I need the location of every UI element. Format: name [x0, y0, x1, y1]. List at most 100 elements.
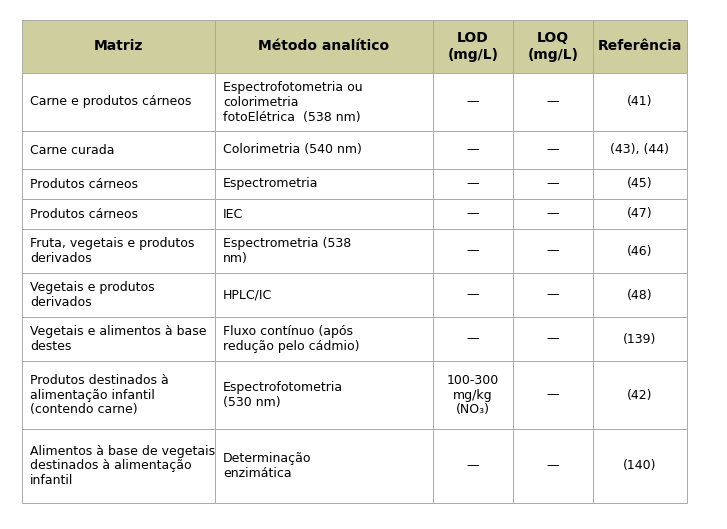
- Bar: [215, 199, 433, 229]
- Bar: [593, 131, 687, 169]
- Text: Carne curada: Carne curada: [30, 143, 114, 157]
- Text: Fluxo contínuo (após
redução pelo cádmio): Fluxo contínuo (após redução pelo cádmio…: [223, 325, 359, 353]
- Text: (42): (42): [627, 388, 653, 402]
- Text: Determinação
enzimática: Determinação enzimática: [223, 452, 311, 480]
- Text: Espectrometria (538
nm): Espectrometria (538 nm): [223, 237, 351, 265]
- Bar: [513, 20, 593, 73]
- Text: —: —: [547, 178, 559, 190]
- Text: (46): (46): [627, 244, 653, 258]
- Text: (45): (45): [627, 178, 653, 190]
- Text: —: —: [467, 178, 479, 190]
- Bar: [513, 229, 593, 273]
- Text: HPLC/IC: HPLC/IC: [223, 288, 272, 302]
- Text: —: —: [547, 96, 559, 108]
- Text: Matriz: Matriz: [94, 40, 143, 53]
- Text: 100-300
mg/kg
(NO₃): 100-300 mg/kg (NO₃): [447, 373, 499, 416]
- Bar: [22, 131, 215, 169]
- Text: —: —: [467, 96, 479, 108]
- Bar: [22, 20, 215, 73]
- Bar: [215, 429, 433, 503]
- Text: Vegetais e produtos
derivados: Vegetais e produtos derivados: [30, 281, 155, 309]
- Text: (139): (139): [623, 333, 656, 345]
- Text: —: —: [467, 143, 479, 157]
- Bar: [215, 73, 433, 131]
- Text: (47): (47): [627, 207, 653, 221]
- Bar: [22, 429, 215, 503]
- Text: LOD
(mg/L): LOD (mg/L): [448, 31, 499, 61]
- Text: —: —: [547, 143, 559, 157]
- Text: —: —: [547, 388, 559, 402]
- Text: Espectrofotometria ou
colorimetria
fotoElétrica  (538 nm): Espectrofotometria ou colorimetria fotoE…: [223, 80, 363, 123]
- Bar: [433, 199, 513, 229]
- Text: —: —: [547, 288, 559, 302]
- Bar: [433, 73, 513, 131]
- Bar: [513, 429, 593, 503]
- Bar: [433, 317, 513, 361]
- Text: LOQ
(mg/L): LOQ (mg/L): [528, 31, 579, 61]
- Bar: [22, 73, 215, 131]
- Bar: [433, 229, 513, 273]
- Bar: [215, 20, 433, 73]
- Bar: [513, 131, 593, 169]
- Bar: [513, 361, 593, 429]
- Bar: [215, 169, 433, 199]
- Bar: [593, 199, 687, 229]
- Text: —: —: [547, 460, 559, 472]
- Text: (43), (44): (43), (44): [611, 143, 670, 157]
- Bar: [433, 429, 513, 503]
- Bar: [593, 20, 687, 73]
- Bar: [513, 199, 593, 229]
- Bar: [513, 273, 593, 317]
- Bar: [22, 199, 215, 229]
- Bar: [433, 361, 513, 429]
- Text: Colorimetria (540 nm): Colorimetria (540 nm): [223, 143, 362, 157]
- Bar: [215, 229, 433, 273]
- Bar: [513, 73, 593, 131]
- Bar: [22, 273, 215, 317]
- Text: (48): (48): [627, 288, 653, 302]
- Text: —: —: [547, 207, 559, 221]
- Text: —: —: [467, 207, 479, 221]
- Bar: [215, 273, 433, 317]
- Bar: [513, 317, 593, 361]
- Text: —: —: [547, 244, 559, 258]
- Bar: [593, 317, 687, 361]
- Bar: [22, 229, 215, 273]
- Text: Produtos cárneos: Produtos cárneos: [30, 178, 138, 190]
- Bar: [22, 317, 215, 361]
- Text: —: —: [467, 244, 479, 258]
- Bar: [593, 361, 687, 429]
- Text: Fruta, vegetais e produtos
derivados: Fruta, vegetais e produtos derivados: [30, 237, 194, 265]
- Text: Referência: Referência: [598, 40, 682, 53]
- Bar: [593, 169, 687, 199]
- Bar: [433, 20, 513, 73]
- Text: (41): (41): [627, 96, 653, 108]
- Text: Vegetais e alimentos à base
destes: Vegetais e alimentos à base destes: [30, 325, 206, 353]
- Bar: [513, 169, 593, 199]
- Text: (140): (140): [623, 460, 656, 472]
- Text: Método analítico: Método analítico: [258, 40, 390, 53]
- Bar: [433, 169, 513, 199]
- Text: —: —: [467, 460, 479, 472]
- Bar: [593, 273, 687, 317]
- Text: IEC: IEC: [223, 207, 244, 221]
- Bar: [215, 131, 433, 169]
- Bar: [593, 229, 687, 273]
- Text: Alimentos à base de vegetais
destinados à alimentação
infantil: Alimentos à base de vegetais destinados …: [30, 444, 215, 488]
- Text: Espectrofotometria
(530 nm): Espectrofotometria (530 nm): [223, 381, 343, 409]
- Bar: [22, 361, 215, 429]
- Text: —: —: [547, 333, 559, 345]
- Text: Produtos cárneos: Produtos cárneos: [30, 207, 138, 221]
- Bar: [593, 429, 687, 503]
- Bar: [215, 317, 433, 361]
- Text: —: —: [467, 288, 479, 302]
- Text: Espectrometria: Espectrometria: [223, 178, 318, 190]
- Bar: [433, 131, 513, 169]
- Bar: [593, 73, 687, 131]
- Text: Carne e produtos cárneos: Carne e produtos cárneos: [30, 96, 191, 108]
- Bar: [215, 361, 433, 429]
- Text: —: —: [467, 333, 479, 345]
- Bar: [433, 273, 513, 317]
- Bar: [22, 169, 215, 199]
- Text: Produtos destinados à
alimentação infantil
(contendo carne): Produtos destinados à alimentação infant…: [30, 373, 169, 416]
